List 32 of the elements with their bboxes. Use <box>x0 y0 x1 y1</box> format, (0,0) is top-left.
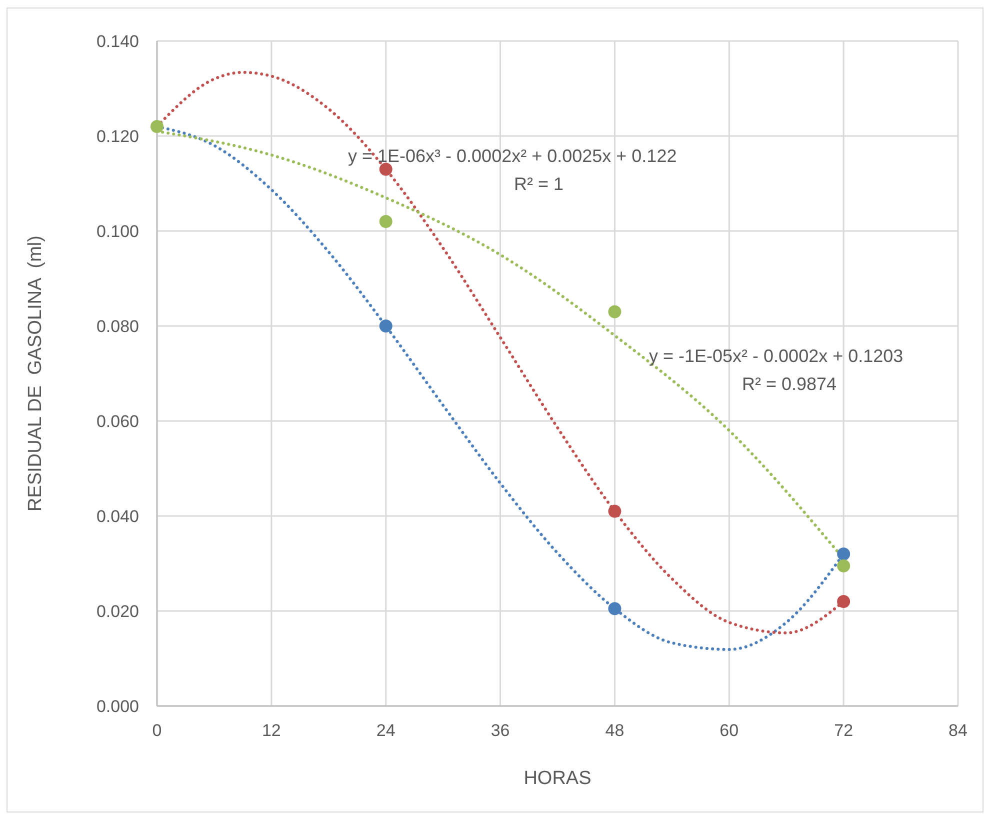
y-axis-title: RESIDUAL DE GASOLINA (ml) <box>25 236 46 512</box>
x-tick-label: 12 <box>262 721 281 740</box>
point <box>379 320 392 332</box>
point <box>837 548 850 560</box>
x-tick-label: 72 <box>834 721 854 740</box>
x-axis-title: HORAS <box>524 768 592 789</box>
x-tick-label: 60 <box>720 721 739 740</box>
annotation: y = -1E-05x² - 0.0002x + 0.1203 <box>649 346 904 366</box>
y-tick-label: 0.100 <box>96 222 139 241</box>
point <box>150 120 164 133</box>
annotation: R² = 0.9874 <box>742 374 837 394</box>
annotation: y = 1E-06x³ - 0.0002x² + 0.0025x + 0.122 <box>348 146 677 166</box>
point <box>608 305 622 318</box>
y-tick-label: 0.040 <box>96 507 139 526</box>
y-tick-label: 0.120 <box>96 127 139 146</box>
y-tick-label: 0.140 <box>96 32 139 51</box>
annotation: R² = 1 <box>514 174 564 194</box>
x-tick-label: 48 <box>605 721 624 740</box>
x-tick-label: 0 <box>152 721 162 740</box>
y-tick-label: 0.080 <box>96 317 139 336</box>
point <box>608 504 622 518</box>
point <box>837 559 850 572</box>
y-tick-label: 0.020 <box>96 602 139 621</box>
x-tick-label: 24 <box>376 721 396 740</box>
x-tick-label: 84 <box>948 721 968 740</box>
point <box>379 162 392 176</box>
point <box>608 602 622 616</box>
y-tick-label: 0.000 <box>96 697 139 716</box>
point <box>379 215 392 228</box>
point <box>837 595 850 608</box>
x-tick-label: 36 <box>490 721 510 740</box>
y-tick-label: 0.060 <box>96 412 139 431</box>
